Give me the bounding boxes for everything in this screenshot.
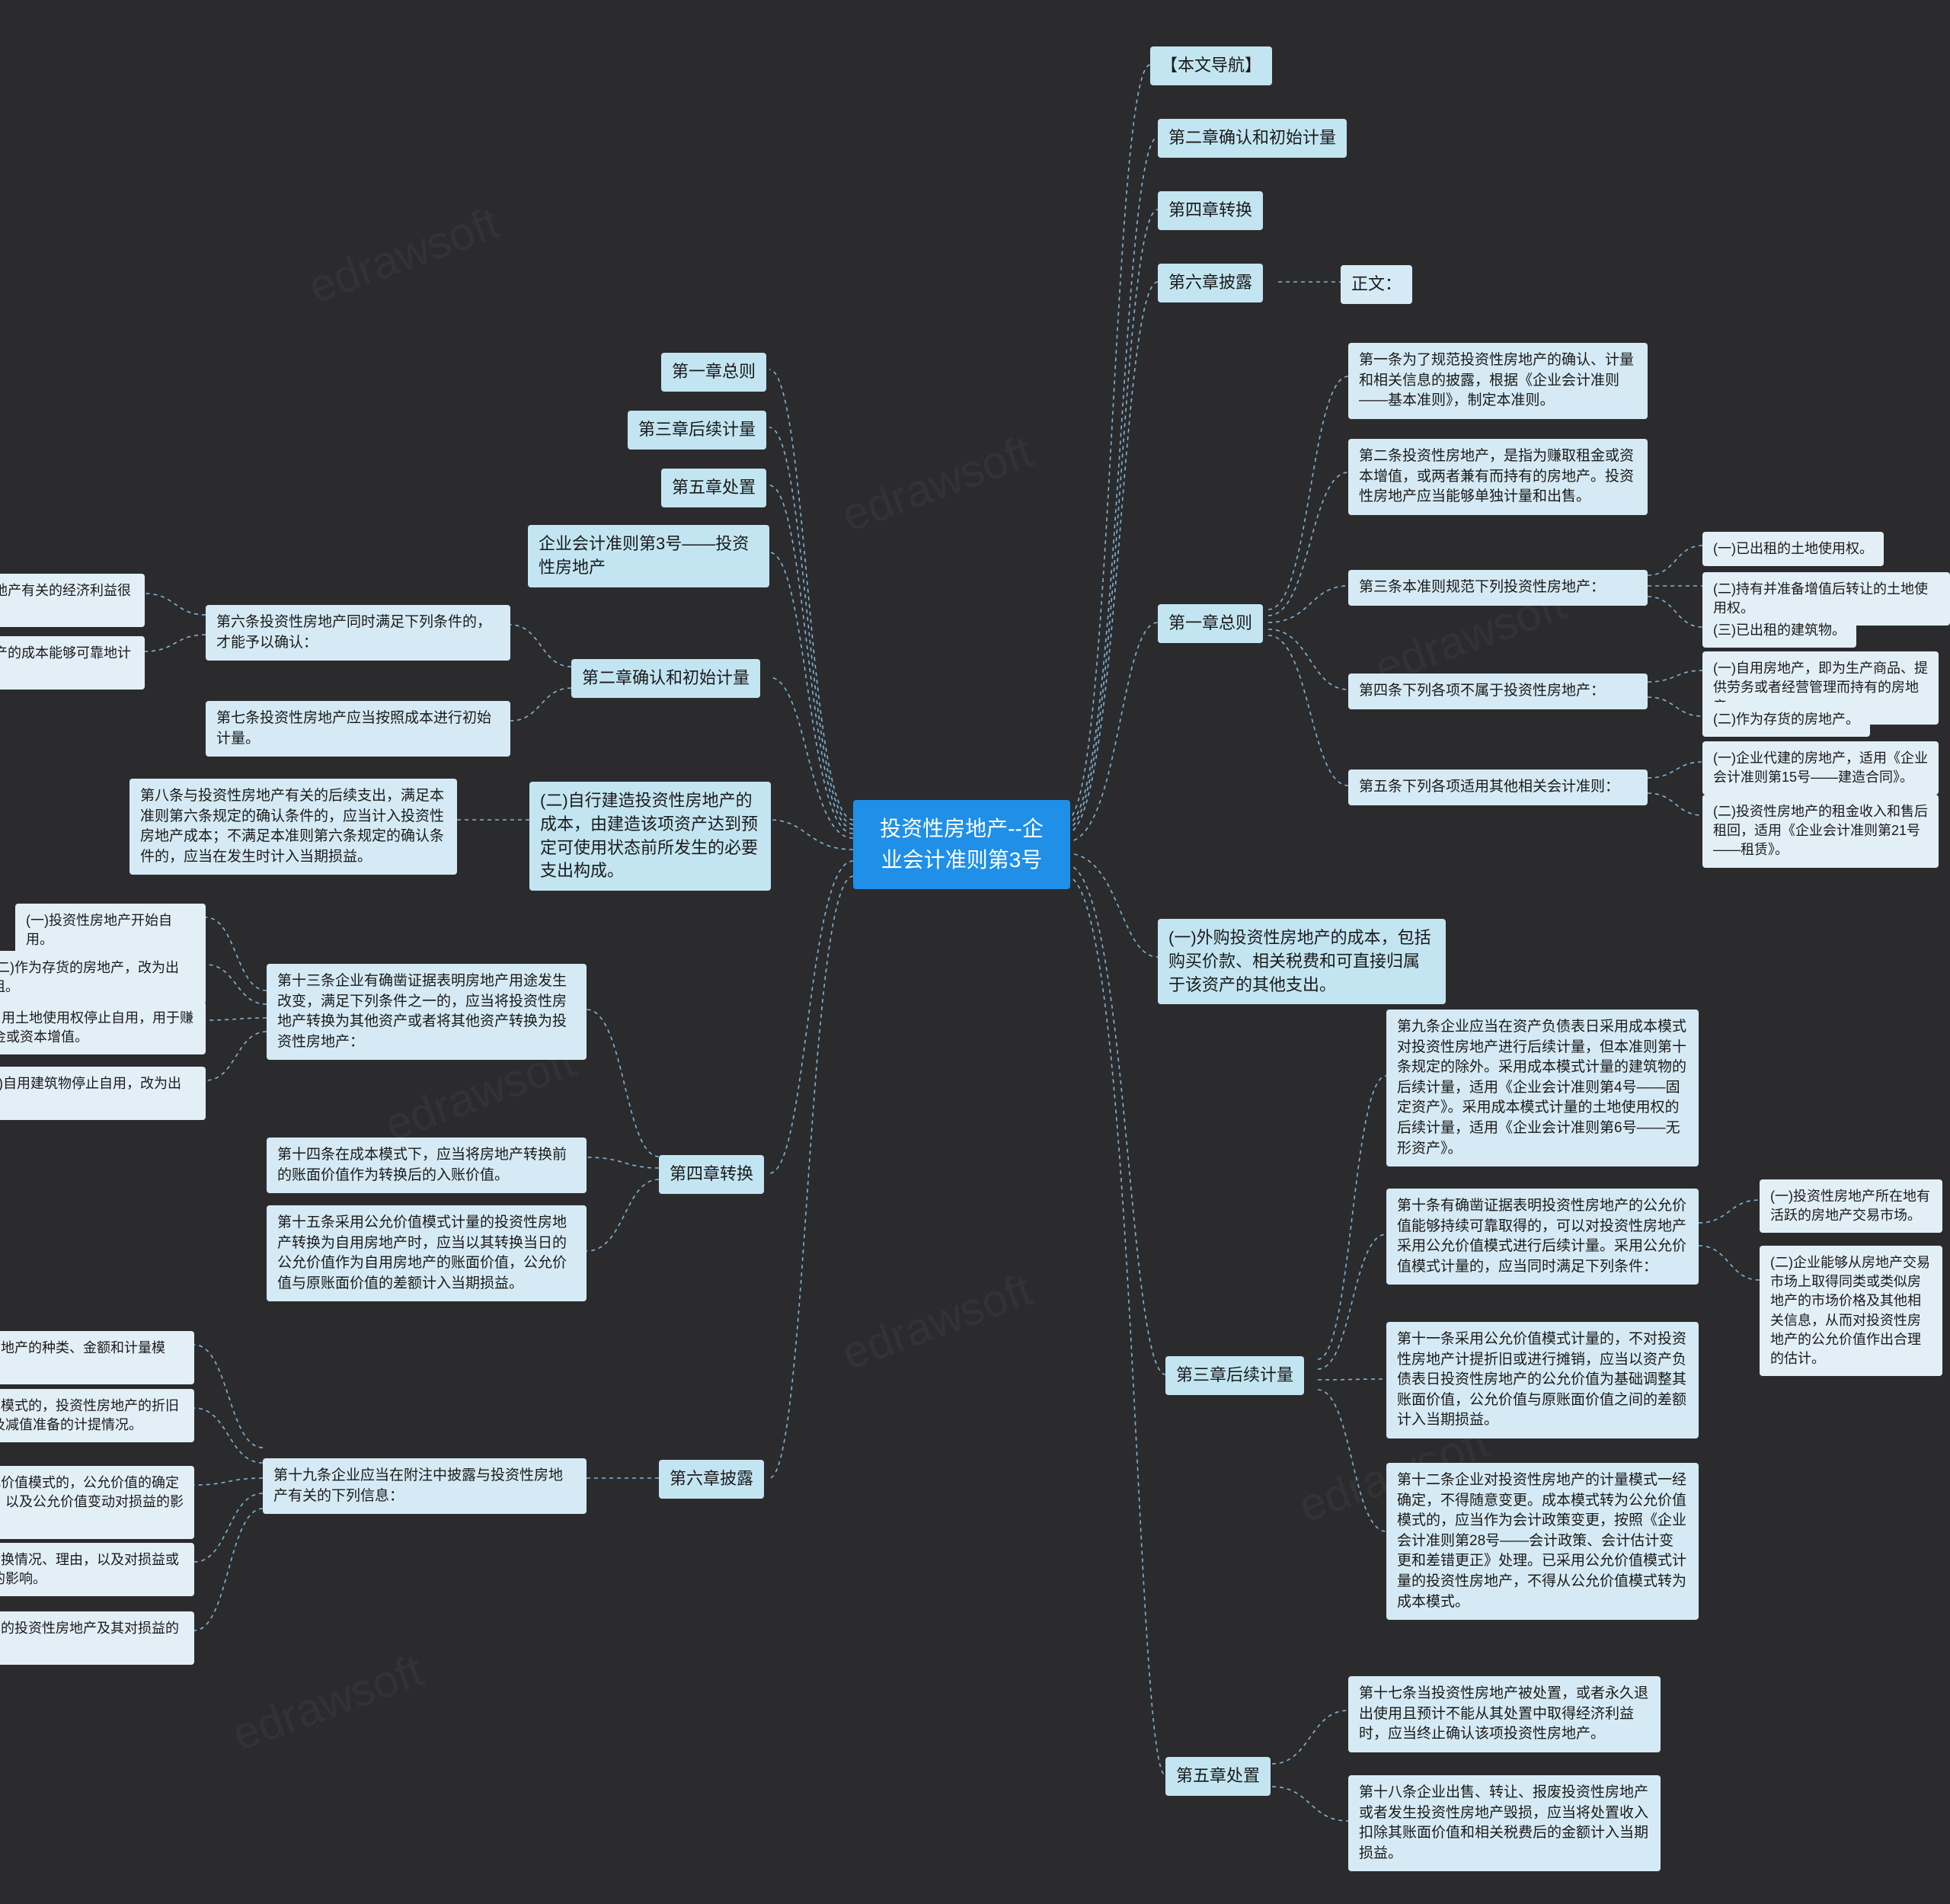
l-ch6-a19: 第十九条企业应当在附注中披露与投资性房地产有关的下列信息： [263,1458,587,1514]
ch3-a12: 第十二条企业对投资性房地产的计量模式一经确定，不得随意变更。成本模式转为公允价值… [1386,1463,1699,1620]
l-ch6-a19-1: (一)投资性房地产的种类、金额和计量模式。 [0,1331,194,1384]
root-node: 投资性房地产--企业会计准则第3号 [853,800,1070,889]
ch2-title-node: 第二章确认和初始计量 [1158,119,1347,158]
ch6-title-node: 第六章披露 [1158,264,1263,302]
ch1-a3-1: (一)已出租的土地使用权。 [1702,532,1884,566]
watermark: edrawsoft [302,197,506,314]
l-ch4-a13-3: (三)自用土地使用权停止自用，用于赚取租金或资本增值。 [0,1001,206,1054]
ch1-a5-1: (一)企业代建的房地产，适用《企业会计准则第15号——建造合同》。 [1702,741,1939,795]
ch1-a5-2: (二)投资性房地产的租金收入和售后租回，适用《企业会计准则第21号——租赁》。 [1702,795,1939,868]
l-ch6-a19-2: (二)采用成本模式的，投资性房地产的折旧或摊销，以及减值准备的计提情况。 [0,1389,194,1442]
ch1-a1: 第一条为了规范投资性房地产的确认、计量和相关信息的披露，根据《企业会计准则——基… [1348,343,1648,419]
ch3-a10: 第十条有确凿证据表明投资性房地产的公允价值能够持续可靠取得的，可以对投资性房地产… [1386,1189,1699,1285]
zhengwen-node: 正文： [1341,265,1412,304]
l-ch2-a7: 第七条投资性房地产应当按照成本进行初始计量。 [206,701,510,757]
ch1-a2: 第二条投资性房地产，是指为赚取租金或资本增值，或两者兼有而持有的房地产。投资性房… [1348,439,1648,515]
l-ch1t: 第一章总则 [661,353,766,392]
l-title3: 企业会计准则第3号——投资性房地产 [528,525,769,587]
ch1-a5: 第五条下列各项适用其他相关会计准则： [1348,770,1648,805]
l-ch4-a13-1: (一)投资性房地产开始自用。 [15,904,206,957]
l-ch5t: 第五章处置 [661,469,766,507]
ch1-a3: 第三条本准则规范下列投资性房地产： [1348,570,1648,606]
ch5-a17: 第十七条当投资性房地产被处置，或者永久退出使用且预计不能从其处置中取得经济利益时… [1348,1676,1661,1752]
ch3-a9: 第九条企业应当在资产负债表日采用成本模式对投资性房地产进行后续计量，但本准则第十… [1386,1010,1699,1166]
l-ch6-a19-3: (三)采用公允价值模式的，公允价值的确定依据和方法，以及公允价值变动对损益的影响… [0,1466,194,1539]
l-ch6-a19-5: (五)当期处置的投资性房地产及其对损益的影响。 [0,1611,194,1665]
l-ch4-a13-4: (四)自用建筑物停止自用，改为出租。 [0,1067,206,1120]
ch1-a4: 第四条下列各项不属于投资性房地产： [1348,674,1648,709]
l-ch3t: 第三章后续计量 [628,411,766,450]
l-ch4: 第四章转换 [659,1155,764,1194]
ch5-a18: 第十八条企业出售、转让、报废投资性房地产或者发生投资性房地产毁损，应当将处置收入… [1348,1775,1661,1871]
l-ch4-a15: 第十五条采用公允价值模式计量的投资性房地产转换为自用房地产时，应当以其转换当日的… [267,1205,587,1301]
ch1-node: 第一章总则 [1158,604,1263,643]
l-ch2-a6: 第六条投资性房地产同时满足下列条件的，才能予以确认： [206,605,510,661]
l-cost2: (二)自行建造投资性房地产的成本，由建造该项资产达到预定可使用状态前所发生的必要… [529,782,771,891]
ch3-a10-1: (一)投资性房地产所在地有活跃的房地产交易市场。 [1760,1179,1942,1233]
l-ch2-a6-2: (二)该投资性房地产的成本能够可靠地计量。 [0,636,145,690]
ch1-a4-2: (二)作为存货的房地产。 [1702,702,1870,737]
ch3-node: 第三章后续计量 [1165,1356,1304,1395]
watermark: edrawsoft [835,425,1039,542]
ch4-title-node: 第四章转换 [1158,191,1263,230]
ch1-a3-3: (三)已出租的建筑物。 [1702,613,1856,648]
ch3-a11: 第十一条采用公允价值模式计量的，不对投资性房地产计提折旧或进行摊销，应当以资产负… [1386,1322,1699,1438]
l-ch2: 第二章确认和初始计量 [571,659,760,698]
l-ch2-a6-1: (一)与该投资性房地产有关的经济利益很可能流入企业； [0,574,145,627]
l-ch4-a14: 第十四条在成本模式下，应当将房地产转换前的账面价值作为转换后的入账价值。 [267,1138,587,1193]
l-cost2-a8: 第八条与投资性房地产有关的后续支出，满足本准则第六条规定的确认条件的，应当计入投… [129,779,457,875]
ch5-node: 第五章处置 [1165,1757,1271,1796]
l-ch6: 第六章披露 [659,1460,764,1499]
cost1-node: (一)外购投资性房地产的成本，包括购买价款、相关税费和可直接归属于该资产的其他支… [1158,919,1446,1004]
l-ch6-a19-4: (四)房地产转换情况、理由，以及对损益或所有者权益的影响。 [0,1543,194,1596]
watermark: edrawsoft [835,1263,1039,1381]
nav-node: 【本文导航】 [1150,46,1272,85]
l-ch4-a13: 第十三条企业有确凿证据表明房地产用途发生改变，满足下列条件之一的，应当将投资性房… [267,964,587,1060]
ch3-a10-2: (二)企业能够从房地产交易市场上取得同类或类似房地产的市场价格及其他相关信息，从… [1760,1246,1942,1376]
watermark: edrawsoft [225,1644,430,1762]
l-ch4-a13-2: (二)作为存货的房地产，改为出租。 [0,951,206,1004]
